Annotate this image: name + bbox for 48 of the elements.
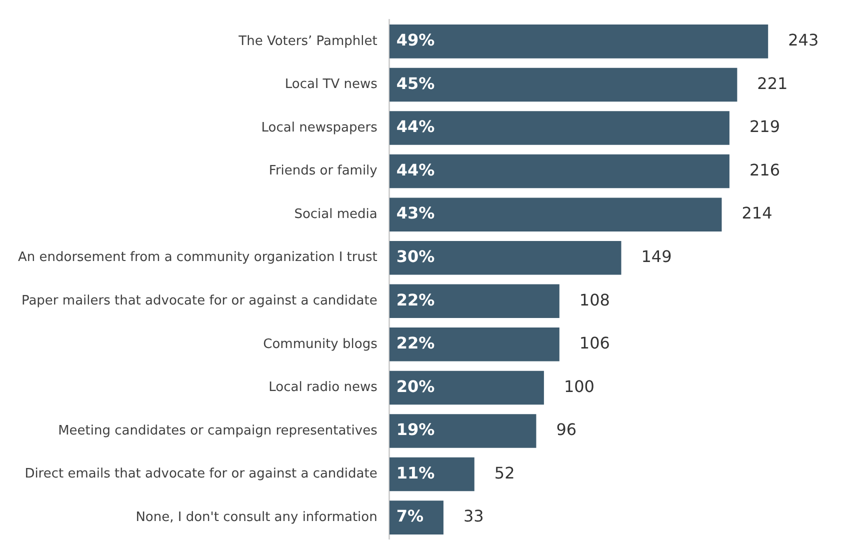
annotation: 149	[641, 247, 672, 266]
data-label: 19%	[396, 420, 435, 440]
data-label: 22%	[396, 334, 435, 353]
data-label: 22%	[396, 290, 435, 310]
annotation: 219	[749, 117, 780, 136]
y-tick-label: An endorsement from a community organization I trust	[18, 250, 378, 266]
bar	[389, 500, 444, 534]
bar	[389, 370, 544, 405]
annotation: 33	[463, 506, 484, 526]
annotation: 52	[494, 463, 515, 482]
annotation: 221	[757, 74, 788, 93]
bar	[389, 154, 730, 188]
data-label: 44%	[396, 160, 435, 180]
y-tick-label: Community blogs	[263, 336, 378, 352]
data-label: 7%	[396, 506, 424, 526]
data-label: 49%	[396, 30, 435, 50]
data-label: 20%	[396, 376, 435, 396]
bar	[389, 68, 738, 102]
bar	[389, 240, 622, 275]
y-tick-label: None, I don't consult any information	[136, 510, 378, 525]
y-tick-label: The Voters’ Pamphlet	[238, 34, 378, 49]
y-tick-label: Paper mailers that advocate for or against a candidate	[21, 294, 378, 309]
y-tick-label: Meeting candidates or campaign representatives	[58, 423, 378, 438]
y-tick-label: Friends or family	[268, 164, 378, 179]
y-tick-label: Direct emails that advocate for or against a candidate	[24, 466, 378, 482]
bar	[389, 198, 722, 232]
data-label: 44%	[396, 117, 435, 136]
data-label: 45%	[396, 74, 435, 93]
data-label: 11%	[396, 463, 435, 482]
bar	[389, 24, 768, 58]
data-label: 30%	[396, 247, 435, 266]
bar	[389, 457, 474, 492]
bar	[389, 284, 560, 318]
y-tick-label: Local TV news	[284, 77, 378, 92]
y-tick-label: Local newspapers	[261, 120, 378, 136]
y-tick-label: Local radio news	[268, 380, 378, 396]
annotation: 243	[788, 30, 819, 50]
bar	[389, 414, 536, 448]
annotation: 96	[556, 420, 577, 440]
annotation: 216	[749, 160, 780, 180]
annotation: 214	[742, 204, 772, 223]
data-label: 43%	[396, 204, 435, 223]
bar	[389, 111, 730, 145]
y-tick-label: Social media	[294, 206, 378, 222]
bar	[389, 328, 560, 362]
annotation: 106	[579, 334, 610, 353]
annotation: 108	[579, 290, 610, 310]
annotation: 100	[564, 376, 594, 396]
